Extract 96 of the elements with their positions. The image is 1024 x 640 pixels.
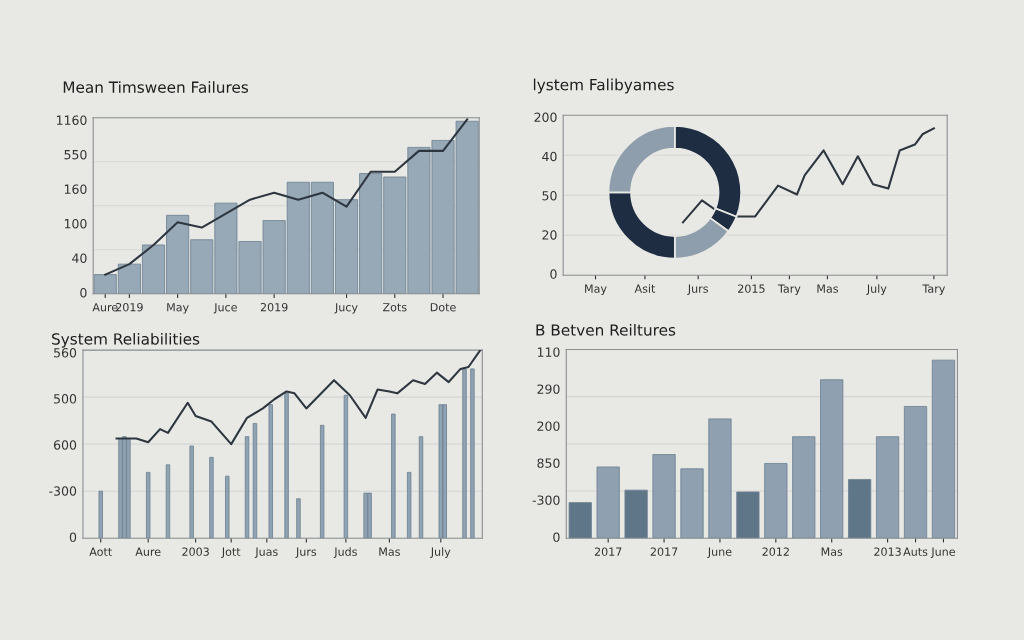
- bar: [438, 404, 443, 539]
- text: 20: [542, 230, 557, 240]
- x-tick-label: 2015: [738, 284, 765, 293]
- x-tick-label: Jurs: [687, 284, 708, 295]
- bar: [792, 436, 816, 539]
- x-tick-label: Auts: [903, 547, 928, 556]
- x-tick-label: July: [866, 284, 887, 295]
- bar: [165, 464, 171, 539]
- x-tick-label: Dote: [430, 303, 456, 312]
- x-tick-label: 2003: [182, 547, 209, 556]
- x-tick-label: Jurs: [295, 547, 317, 558]
- x-tick-label: Mas: [817, 284, 838, 293]
- text: 0: [553, 532, 560, 542]
- x-tick-label: 2019: [116, 302, 143, 312]
- bar: [568, 502, 592, 539]
- text: 0: [80, 287, 87, 298]
- bar: [367, 492, 372, 539]
- bar: [225, 475, 230, 539]
- bar: [189, 445, 194, 539]
- text: 40: [542, 151, 557, 162]
- text: 500: [54, 394, 77, 404]
- bar: [875, 436, 900, 539]
- x-tick-label: Jott: [221, 547, 241, 558]
- bar: [708, 418, 732, 539]
- text: 100: [64, 218, 87, 229]
- bar: [820, 379, 844, 539]
- bar: [406, 471, 412, 539]
- x-tick-label: 2017: [594, 547, 622, 556]
- bar: [98, 490, 103, 539]
- x-tick-label: Zots: [383, 303, 407, 312]
- x-tick-label: Jucy: [334, 303, 358, 314]
- bar: [252, 423, 258, 539]
- text: 600: [53, 440, 77, 450]
- x-tick-label: May: [167, 303, 189, 314]
- bar: [903, 406, 928, 539]
- text: 200: [537, 421, 560, 431]
- x-tick-label: Juce: [213, 303, 237, 314]
- text: 560: [54, 348, 77, 358]
- text: 110: [537, 347, 560, 357]
- x-tick-label: Aure: [135, 547, 161, 556]
- text: 1160: [56, 115, 87, 125]
- x-tick-label: Tary: [777, 284, 801, 295]
- x-tick-label: Mas: [379, 547, 400, 556]
- x-tick-label: June: [930, 547, 955, 558]
- text: 50: [542, 190, 557, 201]
- x-tick-label: May: [585, 284, 607, 295]
- x-tick-label: June: [707, 547, 732, 558]
- x-tick-label: Aure: [92, 303, 118, 312]
- chart-title: Mean Timswеen Failures: [63, 81, 249, 93]
- text: 0: [550, 269, 557, 279]
- x-tick-label: Aott: [89, 547, 112, 556]
- text: 850: [537, 458, 560, 468]
- x-tick-label: 2012: [762, 547, 789, 556]
- bar: [145, 471, 151, 539]
- bar: [296, 498, 301, 539]
- text: 200: [534, 112, 557, 123]
- text: -300: [49, 486, 77, 496]
- text: -300: [532, 495, 560, 505]
- x-tick-label: Juds: [333, 547, 357, 558]
- chart-title: B Betven Reiltures: [536, 323, 676, 336]
- bar: [363, 492, 368, 539]
- bar: [470, 368, 475, 539]
- bar: [736, 491, 760, 539]
- bar: [931, 359, 956, 539]
- x-tick-label: Asit: [634, 284, 656, 293]
- bar: [680, 468, 704, 539]
- bar: [624, 489, 648, 539]
- bar: [343, 394, 349, 539]
- text: 290: [537, 384, 560, 394]
- chart-title: System Reliabilities: [52, 332, 200, 348]
- bar: [284, 392, 289, 539]
- bar: [319, 424, 325, 539]
- bar: [462, 368, 467, 539]
- bar: [126, 438, 131, 539]
- text: 550: [64, 149, 87, 160]
- bar: [442, 404, 447, 539]
- bar: [418, 436, 424, 539]
- x-tick-label: 2019: [260, 302, 288, 312]
- x-tick-label: 2017: [650, 547, 678, 556]
- bar: [268, 404, 273, 539]
- text: 40: [72, 253, 87, 263]
- bar: [209, 456, 214, 539]
- bar: [848, 479, 872, 539]
- bar: [244, 436, 250, 539]
- bar: [764, 463, 788, 539]
- x-tick-label: Tary: [922, 284, 946, 295]
- bar: [652, 454, 676, 539]
- text: 160: [64, 184, 87, 194]
- text: 0: [69, 532, 77, 542]
- bar: [391, 413, 396, 539]
- x-tick-label: Mas: [821, 547, 843, 556]
- x-tick-label: Juas: [254, 547, 278, 558]
- x-tick-label: July: [430, 547, 451, 559]
- x-tick-label: 2013: [874, 547, 901, 556]
- chart-title: lystem Falibyames: [533, 78, 674, 94]
- bar: [596, 466, 620, 539]
